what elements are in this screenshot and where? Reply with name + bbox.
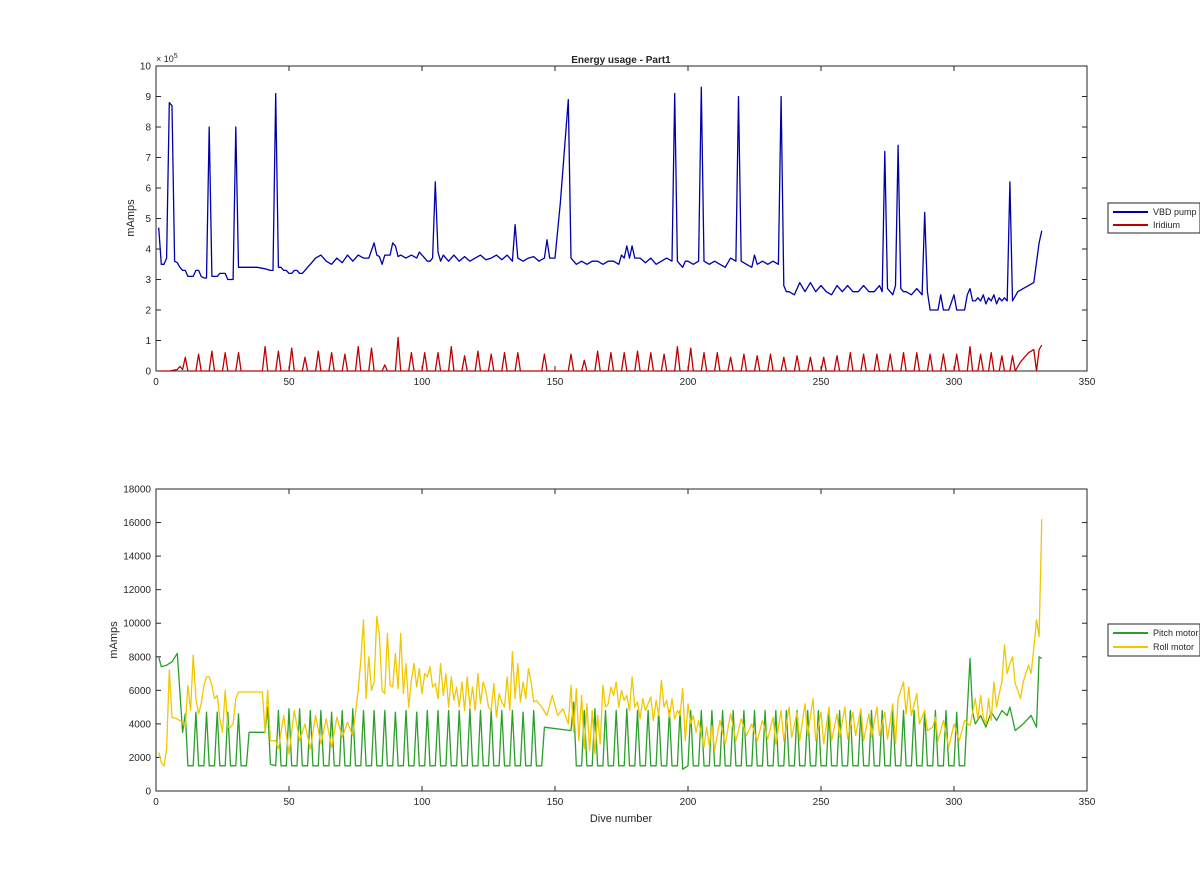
chart1-x-tick-label: 300	[946, 377, 963, 388]
chart1-y-exponent-base: × 10	[156, 54, 174, 64]
series-line-vbd-pump	[158, 86, 1043, 311]
chart2-x-tick-label: 100	[414, 797, 431, 808]
chart1-y-tick-label: 7	[145, 153, 151, 164]
chart2-y-tick-label: 8000	[129, 652, 152, 663]
chart2-x-tick-label: 200	[680, 797, 697, 808]
chart1-title: Energy usage - Part1	[571, 55, 671, 66]
chart2-series	[158, 519, 1043, 770]
chart2-legend-box	[1107, 623, 1200, 657]
chart1-y-tick-label: 9	[145, 92, 151, 103]
chart1-legend-box	[1107, 202, 1200, 234]
chart1-y-tick-label: 1	[145, 336, 151, 347]
chart1-y-ticks: 0 1 2 3 4 5 6 7 8 9 10	[140, 62, 1087, 378]
chart1-y-tick-label: 10	[140, 62, 152, 73]
chart1-y-tick-label: 6	[145, 184, 151, 195]
chart2-y-tick-label: 0	[145, 787, 151, 798]
chart1-x-tick-label: 100	[414, 377, 431, 388]
chart1-y-tick-label: 0	[145, 367, 151, 378]
chart2-x-ticks: 0 50 100 150 200 250 300 350	[153, 489, 1096, 808]
chart2-y-tick-label: 6000	[129, 686, 152, 697]
chart2-y-ticks: 0 2000 4000 6000 8000 10000 12000 14000 16000 180…	[123, 485, 1087, 798]
chart1-x-tick-label: 50	[283, 377, 295, 388]
series-line-iridium	[158, 336, 1043, 372]
series-line-roll-motor	[158, 519, 1043, 767]
chart1-y-tick-label: 4	[145, 245, 151, 256]
chart2-x-tick-label: 150	[547, 797, 564, 808]
chart2-x-tick-label: 300	[946, 797, 963, 808]
chart1-y-tick-label: 3	[145, 275, 151, 286]
chart2-y-tick-label: 4000	[129, 719, 152, 730]
chart1-y-exponent-power: 5	[174, 53, 178, 60]
chart1-y-tick-label: 2	[145, 306, 151, 317]
chart2-y-tick-label: 18000	[123, 485, 151, 496]
chart2-x-tick-label: 0	[153, 797, 159, 808]
chart1-y-tick-label: 8	[145, 123, 151, 134]
legend-vbd-pump-label: VBD pump	[1153, 207, 1197, 217]
chart2-y-axis-label: mAmps	[108, 621, 120, 659]
chart-energy-part1: Energy usage - Part1 mAmps × 105 0 50 100 1…	[125, 53, 1200, 388]
chart1-plot-area	[155, 65, 1088, 372]
chart1-x-tick-label: 350	[1079, 377, 1096, 388]
chart2-x-tick-label: 250	[813, 797, 830, 808]
chart1-x-tick-label: 150	[547, 377, 564, 388]
legend-roll-motor-label: Roll motor	[1153, 642, 1194, 652]
series-line-pitch-motor	[158, 652, 1043, 770]
chart2-y-tick-label: 16000	[123, 518, 151, 529]
chart2-legend: Pitch motor Roll motor	[1107, 623, 1200, 657]
legend-pitch-motor-label: Pitch motor	[1153, 628, 1199, 638]
chart2-x-axis-label: Dive number	[590, 813, 653, 825]
chart-motors: Dive number mAmps 0 50 100 150 200 250 300 350 …	[108, 485, 1200, 825]
chart2-x-tick-label: 350	[1079, 797, 1096, 808]
chart1-y-exponent: × 105	[156, 53, 178, 64]
chart1-legend: VBD pump Iridium	[1107, 202, 1200, 234]
legend-iridium-label: Iridium	[1153, 220, 1180, 230]
chart1-x-tick-label: 200	[680, 377, 697, 388]
chart2-y-tick-label: 2000	[129, 753, 152, 764]
chart1-x-ticks: 0 50 100 150 200 250 300 350	[153, 66, 1096, 388]
chart2-y-tick-label: 10000	[123, 619, 151, 630]
chart2-y-tick-label: 12000	[123, 585, 151, 596]
chart2-x-tick-label: 50	[283, 797, 295, 808]
chart1-x-tick-label: 0	[153, 377, 159, 388]
chart1-y-tick-label: 5	[145, 214, 151, 225]
chart1-x-tick-label: 250	[813, 377, 830, 388]
chart2-y-tick-label: 14000	[123, 552, 151, 563]
chart1-y-axis-label: mAmps	[125, 199, 137, 237]
chart1-series	[158, 86, 1043, 372]
